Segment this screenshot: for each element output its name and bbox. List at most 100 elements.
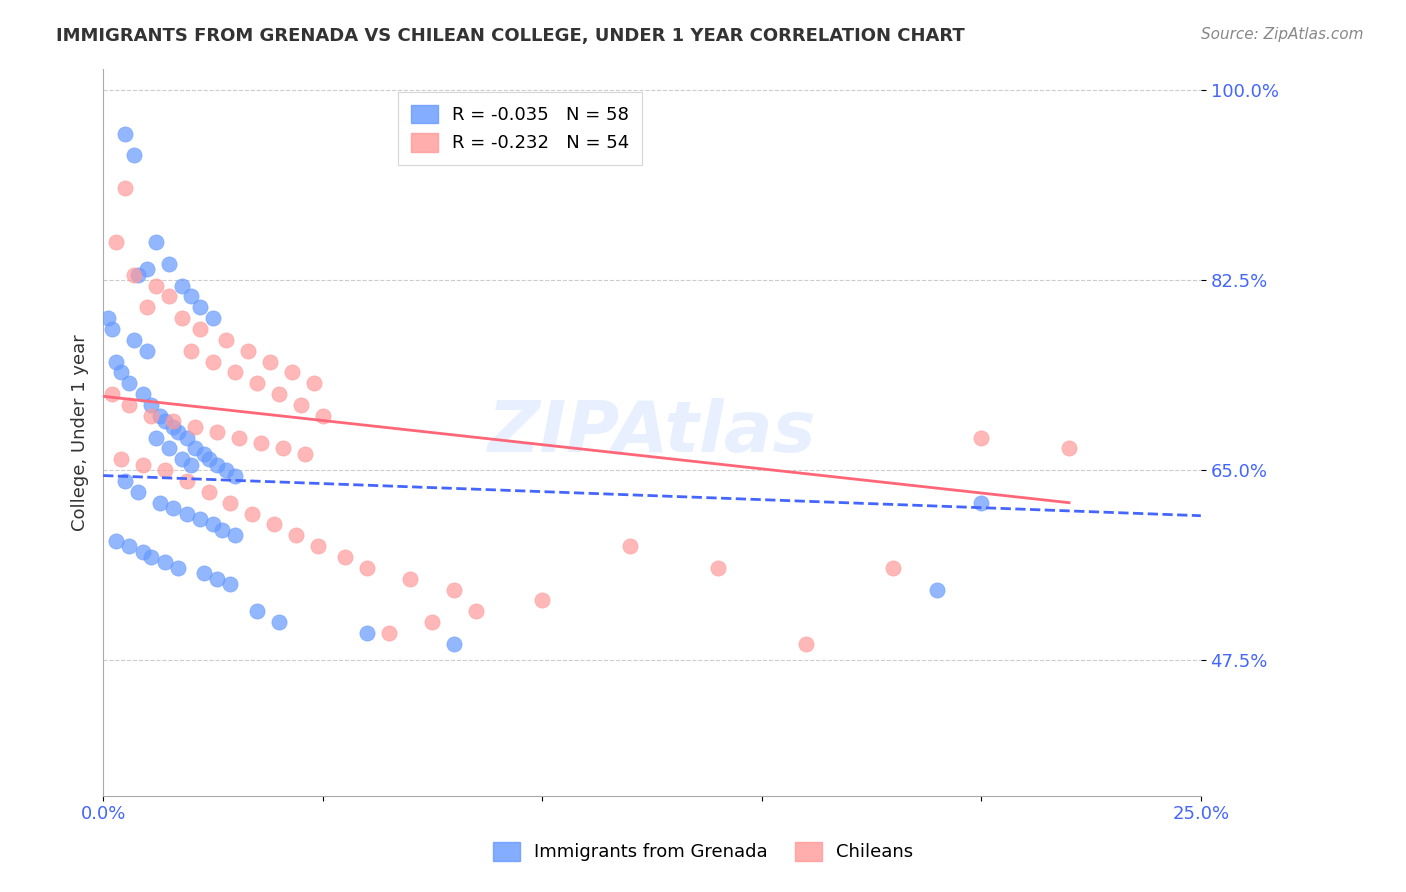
- Point: [201, 311, 224, 326]
- Point: [122, 268, 145, 282]
- Point: [267, 615, 290, 629]
- Point: [118, 539, 141, 553]
- Point: [302, 376, 325, 391]
- Point: [927, 582, 949, 597]
- Point: [162, 419, 184, 434]
- Point: [114, 181, 136, 195]
- Point: [422, 615, 444, 629]
- Point: [157, 289, 180, 303]
- Point: [259, 354, 281, 368]
- Point: [219, 577, 242, 591]
- Point: [101, 387, 124, 401]
- Point: [193, 566, 215, 581]
- Point: [207, 458, 229, 472]
- Point: [141, 409, 163, 423]
- Point: [105, 354, 128, 368]
- Point: [193, 447, 215, 461]
- Legend: Immigrants from Grenada, Chileans: Immigrants from Grenada, Chileans: [479, 830, 927, 874]
- Point: [180, 343, 202, 358]
- Point: [145, 235, 167, 250]
- Point: [172, 452, 194, 467]
- Point: [176, 431, 198, 445]
- Point: [127, 484, 149, 499]
- Point: [141, 549, 163, 564]
- Point: [290, 398, 312, 412]
- Point: [110, 366, 132, 380]
- Point: [285, 528, 308, 542]
- Point: [157, 442, 180, 456]
- Point: [166, 561, 188, 575]
- Point: [333, 549, 356, 564]
- Point: [443, 582, 465, 597]
- Point: [267, 387, 290, 401]
- Point: [153, 414, 176, 428]
- Point: [176, 474, 198, 488]
- Point: [246, 604, 269, 618]
- Point: [136, 301, 159, 315]
- Y-axis label: College, Under 1 year: College, Under 1 year: [72, 334, 89, 531]
- Point: [707, 561, 730, 575]
- Point: [970, 431, 993, 445]
- Point: [281, 366, 304, 380]
- Point: [172, 311, 194, 326]
- Point: [153, 463, 176, 477]
- Point: [970, 496, 993, 510]
- Point: [122, 148, 145, 162]
- Point: [114, 474, 136, 488]
- Point: [242, 507, 264, 521]
- Point: [180, 458, 202, 472]
- Text: Source: ZipAtlas.com: Source: ZipAtlas.com: [1201, 27, 1364, 42]
- Point: [201, 354, 224, 368]
- Point: [180, 289, 202, 303]
- Point: [250, 436, 273, 450]
- Point: [356, 626, 378, 640]
- Point: [131, 544, 153, 558]
- Point: [131, 387, 153, 401]
- Point: [145, 278, 167, 293]
- Text: ZIPAtlas: ZIPAtlas: [488, 398, 817, 467]
- Point: [215, 333, 238, 347]
- Point: [794, 637, 817, 651]
- Point: [224, 366, 246, 380]
- Point: [141, 398, 163, 412]
- Point: [201, 517, 224, 532]
- Point: [105, 235, 128, 250]
- Point: [294, 447, 316, 461]
- Point: [153, 555, 176, 569]
- Point: [114, 127, 136, 141]
- Point: [236, 343, 259, 358]
- Point: [149, 409, 172, 423]
- Point: [228, 431, 250, 445]
- Point: [188, 322, 211, 336]
- Point: [172, 278, 194, 293]
- Point: [127, 268, 149, 282]
- Point: [118, 398, 141, 412]
- Point: [188, 301, 211, 315]
- Point: [246, 376, 269, 391]
- Point: [211, 523, 233, 537]
- Point: [263, 517, 285, 532]
- Point: [149, 496, 172, 510]
- Point: [197, 484, 219, 499]
- Point: [162, 414, 184, 428]
- Point: [176, 507, 198, 521]
- Point: [118, 376, 141, 391]
- Text: IMMIGRANTS FROM GRENADA VS CHILEAN COLLEGE, UNDER 1 YEAR CORRELATION CHART: IMMIGRANTS FROM GRENADA VS CHILEAN COLLE…: [56, 27, 965, 45]
- Point: [188, 512, 211, 526]
- Point: [377, 626, 399, 640]
- Point: [145, 431, 167, 445]
- Point: [157, 257, 180, 271]
- Point: [96, 311, 118, 326]
- Point: [356, 561, 378, 575]
- Point: [207, 425, 229, 439]
- Point: [219, 496, 242, 510]
- Point: [311, 409, 333, 423]
- Point: [465, 604, 488, 618]
- Point: [531, 593, 554, 607]
- Point: [184, 419, 207, 434]
- Point: [224, 528, 246, 542]
- Point: [215, 463, 238, 477]
- Point: [207, 572, 229, 586]
- Point: [1057, 442, 1080, 456]
- Point: [136, 343, 159, 358]
